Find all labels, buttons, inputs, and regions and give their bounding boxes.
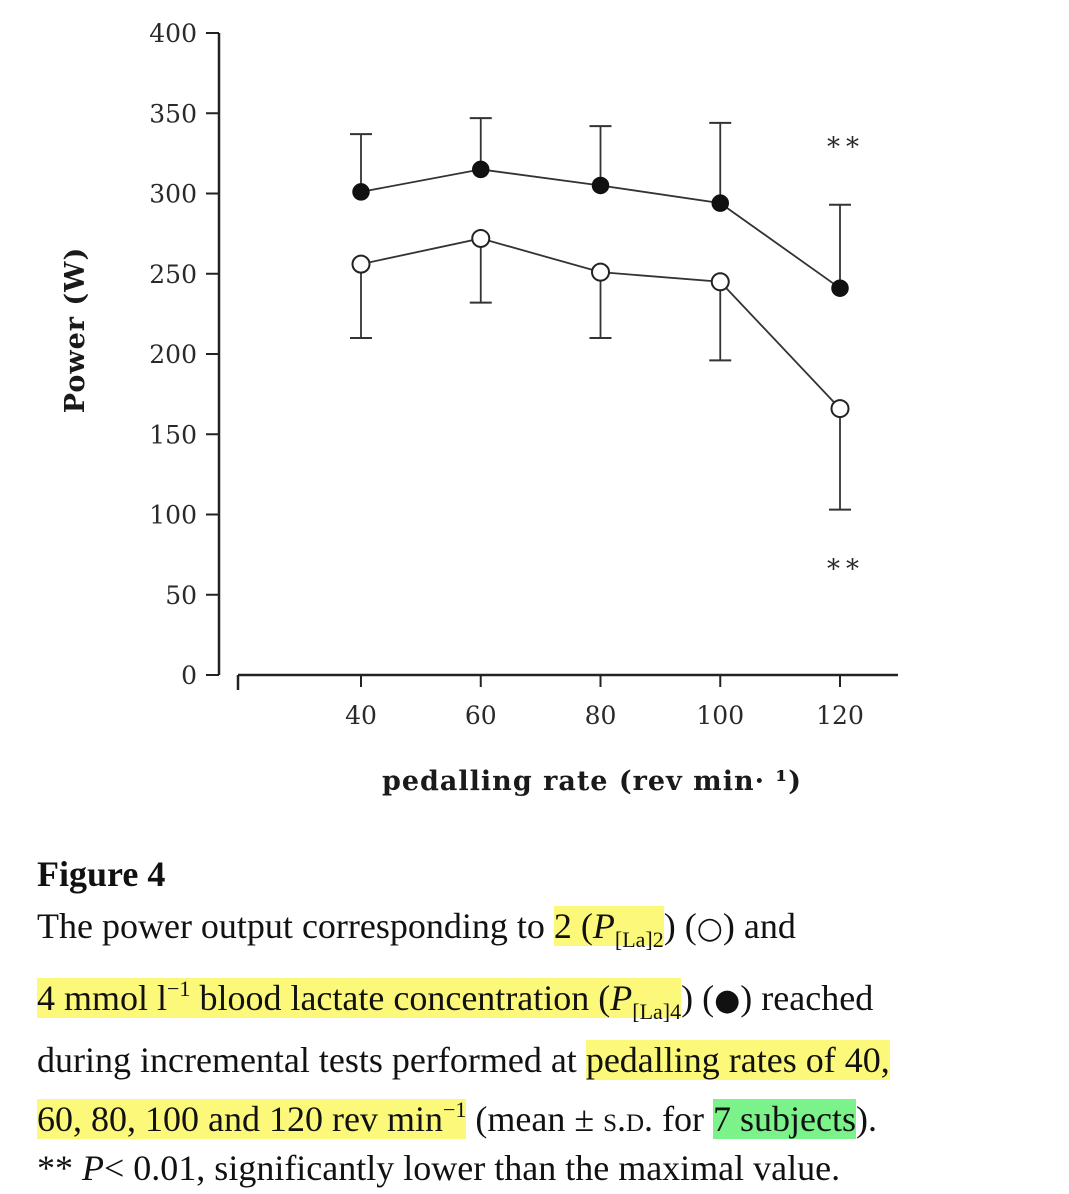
power-chart: 0 50 100 150 200 250 300 350 400 40 60 80 100 120 **… xyxy=(60,19,898,797)
x-tick-label: 80 xyxy=(585,701,617,730)
series-markers xyxy=(351,160,850,419)
caption-symbol-p: P xyxy=(82,1148,104,1188)
figure-title: Figure 4 xyxy=(37,854,166,894)
filled-point xyxy=(711,194,729,212)
highlight-subjects: 7 subjects xyxy=(713,1099,857,1139)
x-axis-title: pedalling rate (rev min· ¹) xyxy=(382,766,802,797)
x-tick-label: 100 xyxy=(696,701,744,730)
significance-marker: ** xyxy=(827,132,865,162)
caption-subscript: [La]4 xyxy=(632,999,682,1024)
highlight-rates: pedalling rates of 40, xyxy=(585,1040,890,1080)
caption-line-5: ** P< 0.01, significantly lower than the… xyxy=(37,1144,1057,1193)
caption-symbol-p: P xyxy=(610,978,633,1018)
filled-point xyxy=(352,183,370,201)
caption-superscript: −1 xyxy=(442,1097,467,1122)
caption-subscript: [La]2 xyxy=(614,927,664,952)
x-tick-label: 40 xyxy=(345,701,377,730)
caption-line-2: 4 mmol l−1 blood lactate concentration (… xyxy=(37,964,1057,1036)
caption-text: blood lactate concentration ( xyxy=(190,978,611,1018)
open-circle-icon: ○ xyxy=(696,911,723,946)
caption-text: ) ( xyxy=(663,906,697,946)
caption-text: 2 ( xyxy=(553,906,593,946)
open-point xyxy=(830,399,850,419)
open-point xyxy=(710,272,730,292)
highlight-la2: 2 (P[La]2 xyxy=(553,906,664,952)
caption-text: The power output corresponding to xyxy=(37,906,554,946)
caption-text: ) ( xyxy=(681,978,715,1018)
annotations: ** ** xyxy=(827,132,865,584)
caption-sd: s.d. xyxy=(594,1099,654,1139)
caption-text: ) and xyxy=(722,906,796,946)
caption-text: 60, 80, 100 and 120 rev min xyxy=(37,1099,443,1139)
filled-circle-icon: ● xyxy=(714,983,741,1018)
x-tick-label: 120 xyxy=(816,701,864,730)
caption-text: for xyxy=(653,1099,714,1139)
caption-line-3: during incremental tests performed at pe… xyxy=(37,1036,1057,1085)
y-tick-label: 150 xyxy=(149,420,197,449)
significance-marker: ** xyxy=(827,554,865,584)
caption-text: ) reached xyxy=(740,978,874,1018)
y-tick-label: 50 xyxy=(165,581,197,610)
x-ticks: 40 60 80 100 120 xyxy=(345,675,864,730)
y-tick-label: 300 xyxy=(149,180,197,209)
caption-line-1: The power output corresponding to 2 (P[L… xyxy=(37,902,1057,964)
filled-point xyxy=(831,279,849,297)
caption-line-4: 60, 80, 100 and 120 rev min−1 (mean ± s.… xyxy=(37,1085,1057,1144)
y-axis-title: Power (W) xyxy=(60,247,91,414)
figure-caption: Figure 4 The power output corresponding … xyxy=(37,852,1057,1193)
caption-superscript: −1 xyxy=(167,976,191,1001)
plus-minus-symbol: ± xyxy=(574,1099,595,1139)
y-tick-label: 200 xyxy=(149,340,197,369)
open-point xyxy=(471,228,491,248)
error-bars xyxy=(350,117,851,511)
caption-text: during incremental tests performed at xyxy=(37,1040,586,1080)
y-tick-label: 0 xyxy=(181,661,197,690)
caption-text: ). xyxy=(856,1099,878,1139)
caption-text: (mean xyxy=(466,1099,575,1139)
caption-text: < 0.01, significantly lower than the max… xyxy=(104,1148,841,1188)
caption-text: ** xyxy=(37,1148,82,1188)
y-tick-label: 350 xyxy=(149,99,197,128)
x-tick-label: 60 xyxy=(465,701,497,730)
filled-point xyxy=(472,160,490,179)
y-tick-label: 100 xyxy=(149,501,197,530)
highlight-rates-cont: 60, 80, 100 and 120 rev min−1 xyxy=(37,1097,467,1139)
filled-point xyxy=(591,176,610,195)
caption-symbol-p: P xyxy=(592,906,615,946)
y-ticks: 0 50 100 150 200 250 300 350 400 xyxy=(149,19,219,690)
caption-text: 4 mmol l xyxy=(37,978,168,1018)
open-point xyxy=(591,262,610,282)
highlight-la4: 4 mmol l−1 blood lactate concentration (… xyxy=(37,976,682,1024)
y-tick-label: 400 xyxy=(149,19,197,48)
open-point xyxy=(351,254,371,274)
y-tick-label: 250 xyxy=(149,260,197,289)
